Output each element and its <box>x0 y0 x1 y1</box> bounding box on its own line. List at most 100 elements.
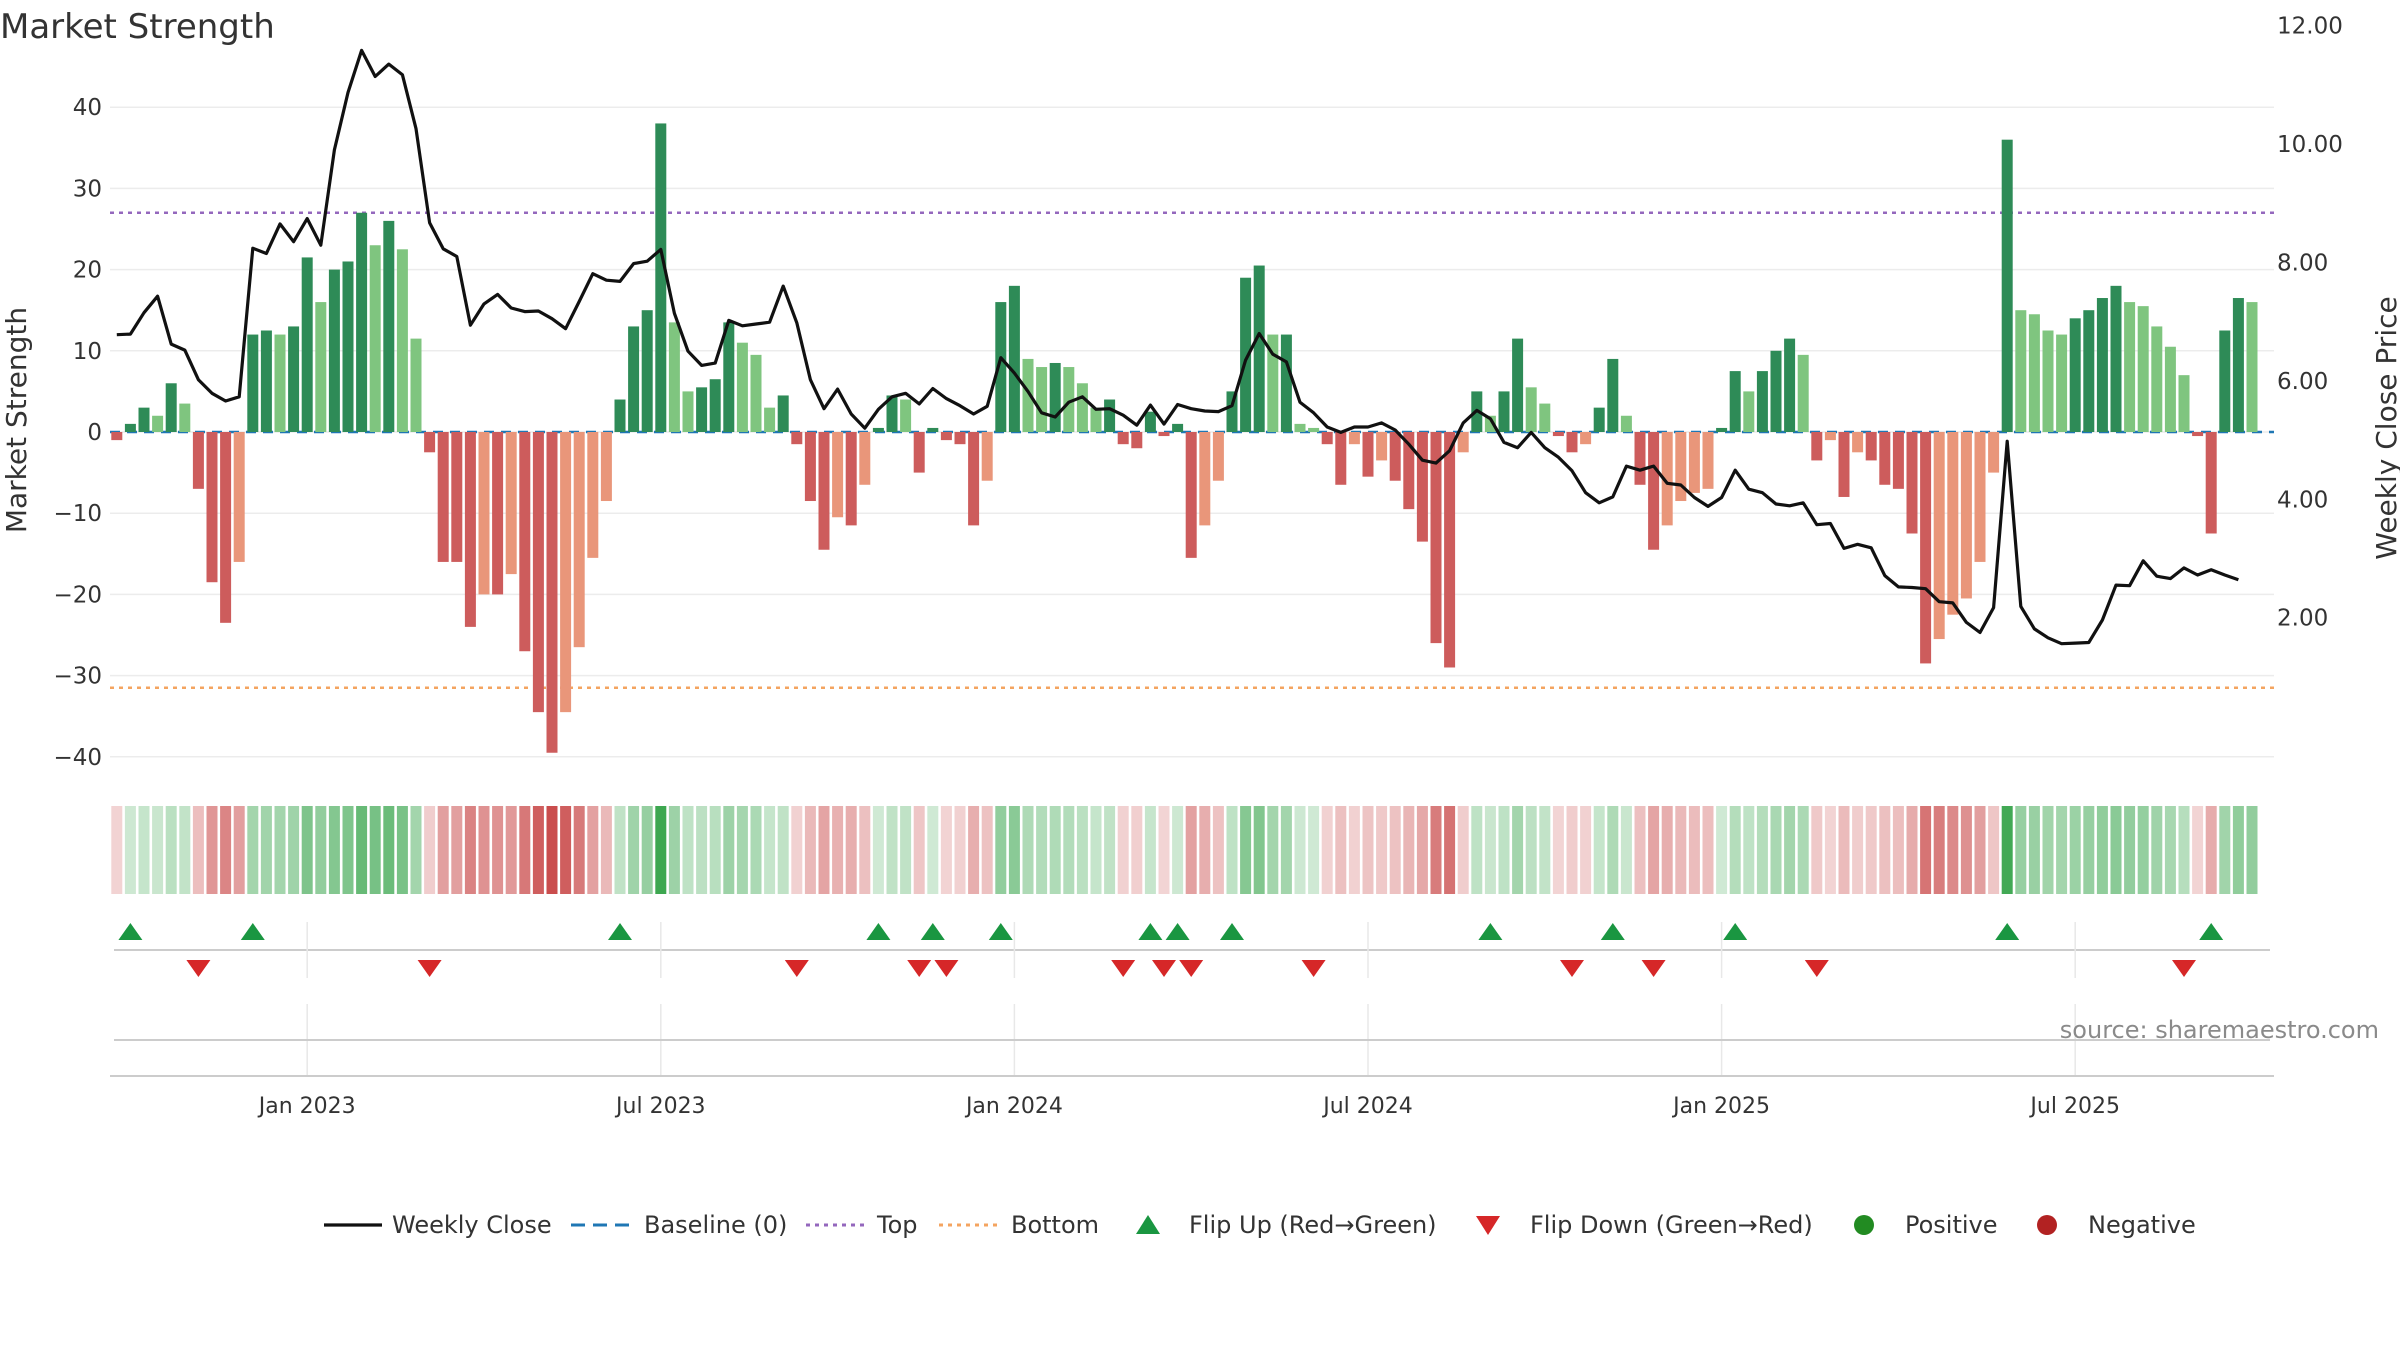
strength-bar <box>1335 432 1347 485</box>
heat-cell <box>1335 806 1347 894</box>
strength-bar <box>138 407 150 432</box>
strength-bar <box>1743 391 1755 432</box>
heat-cell <box>396 806 408 894</box>
heat-cell <box>1199 806 1211 894</box>
heat-cell <box>179 806 191 894</box>
heat-cell <box>1634 806 1646 894</box>
heat-cell <box>1063 806 1075 894</box>
heat-cell <box>424 806 436 894</box>
strength-bar <box>1389 432 1401 481</box>
heat-cell <box>383 806 395 894</box>
strength-bar <box>750 354 762 432</box>
legend-label: Flip Down (Green→Red) <box>1530 1211 1813 1239</box>
heat-cell <box>900 806 912 894</box>
strength-bar <box>1620 415 1632 432</box>
heat-cell <box>2110 806 2122 894</box>
strength-bar <box>1879 432 1891 485</box>
heat-cell <box>1552 806 1564 894</box>
strength-bar <box>995 302 1007 432</box>
strength-bar <box>791 432 803 445</box>
flip-up-marker <box>866 923 891 940</box>
strength-bar <box>696 387 708 432</box>
heat-cell <box>2137 806 2149 894</box>
heat-cell <box>1348 806 1360 894</box>
flip-down-marker <box>186 960 211 977</box>
strength-bar <box>1484 415 1496 432</box>
strength-bar <box>614 399 626 432</box>
heat-cell <box>600 806 612 894</box>
strength-bar <box>1797 354 1809 432</box>
heat-cell <box>165 806 177 894</box>
right-tick-label: 6.00 <box>2277 369 2328 395</box>
heat-cell <box>1974 806 1986 894</box>
heat-cell <box>1036 806 1048 894</box>
strength-bar <box>369 245 381 432</box>
right-tick-label: 4.00 <box>2277 487 2328 513</box>
flip-down-marker <box>1804 960 1829 977</box>
heat-cell <box>492 806 504 894</box>
heat-cell <box>260 806 272 894</box>
strength-bar <box>1267 334 1279 432</box>
heat-cell <box>668 806 680 894</box>
heat-cell <box>1457 806 1469 894</box>
heat-cell <box>2083 806 2095 894</box>
legend-label: Weekly Close <box>392 1211 552 1239</box>
flip-down-marker <box>2172 960 2196 977</box>
source-text: source: sharemaestro.com <box>2060 1016 2379 1044</box>
legend-label: Negative <box>2088 1211 2196 1239</box>
strength-bar <box>1294 423 1306 432</box>
bottom-panel <box>110 1004 2274 1077</box>
heat-cell <box>1280 806 1292 894</box>
strength-bar <box>736 342 748 432</box>
strength-bar <box>1688 432 1700 493</box>
strength-bar <box>1376 432 1388 461</box>
strength-bar <box>396 249 408 432</box>
heat-cell <box>587 806 599 894</box>
strength-bar <box>451 432 463 562</box>
heat-cell <box>682 806 694 894</box>
legend-label: Baseline (0) <box>644 1211 787 1239</box>
strength-bar <box>1416 432 1428 542</box>
heat-cell <box>206 806 218 894</box>
strength-bar <box>1076 383 1088 432</box>
heat-cell <box>736 806 748 894</box>
flip-up-marker <box>1600 923 1625 940</box>
flip-down-marker <box>784 960 809 977</box>
legend-label: Top <box>876 1211 918 1239</box>
strength-bar <box>1457 432 1469 453</box>
heat-cell <box>560 806 572 894</box>
heat-cell <box>764 806 776 894</box>
heat-cell <box>573 806 585 894</box>
heat-cell <box>1906 806 1918 894</box>
strength-bar <box>2192 432 2204 437</box>
strength-bar <box>1648 432 1660 550</box>
date-tick-label: Jul 2024 <box>1321 1094 1413 1119</box>
heat-cell <box>519 806 531 894</box>
strength-bar <box>1226 391 1238 432</box>
flip-markers-panel <box>114 922 2270 978</box>
strength-bar <box>1824 432 1836 441</box>
flip-down-marker <box>417 960 442 977</box>
right-tick-label: 2.00 <box>2277 606 2328 632</box>
heat-cell <box>1865 806 1877 894</box>
heat-cell <box>1212 806 1224 894</box>
heat-cell <box>696 806 708 894</box>
heat-cell <box>138 806 150 894</box>
strength-bar <box>1702 432 1714 489</box>
date-axis-ticks: Jan 2023 Jul 2023 Jan 2024 Jul 2024 Jan 2025… <box>257 1094 2120 1119</box>
strength-bar <box>764 407 776 432</box>
strength-bar <box>1566 432 1578 453</box>
heat-cell <box>750 806 762 894</box>
flip-up-marker <box>920 923 945 940</box>
strength-bar <box>1974 432 1986 562</box>
strength-bar <box>845 432 857 526</box>
flip-up-marker <box>988 923 1013 940</box>
strength-bar <box>1022 358 1034 432</box>
strength-bar <box>410 338 422 432</box>
heat-cell <box>1158 806 1170 894</box>
heat-cell <box>532 806 544 894</box>
weekly-close-series <box>116 48 2239 646</box>
heat-cell <box>2232 806 2244 894</box>
left-tick-label: −20 <box>53 582 102 608</box>
